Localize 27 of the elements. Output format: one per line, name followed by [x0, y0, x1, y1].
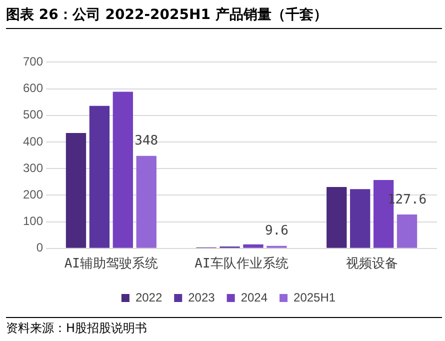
bar	[350, 189, 370, 248]
chart-title: 图表 26：公司 2022-2025H1 产品销量（千套）	[6, 6, 442, 29]
bar	[136, 156, 156, 248]
bar	[66, 132, 86, 248]
y-tick-label: 700	[22, 54, 44, 69]
legend-label: 2025H1	[294, 290, 336, 304]
bar	[326, 186, 347, 248]
x-tick-label: AI辅助驾驶系统	[64, 256, 158, 272]
bar	[89, 106, 110, 248]
bar	[396, 214, 418, 248]
x-tick-label: 视频设备	[346, 256, 398, 272]
data-label: 348	[134, 134, 158, 149]
legend-label: 2024	[240, 290, 268, 304]
legend-label: 2022	[135, 290, 162, 304]
y-tick-label: 400	[22, 134, 44, 148]
data-label: 9.6	[264, 224, 288, 239]
y-tick-label: 100	[22, 214, 44, 228]
bar	[243, 244, 264, 248]
bar	[112, 92, 133, 248]
legend-label: 2023	[188, 290, 216, 304]
y-tick-label: 300	[22, 160, 44, 175]
y-tick-label: 200	[22, 188, 44, 202]
y-tick-label: 0	[36, 240, 44, 255]
y-tick-label: 600	[22, 81, 44, 96]
y-tick-label: 500	[22, 108, 44, 122]
x-tick-label: AI车队作业系统	[194, 256, 288, 272]
text: 资料来源：H股招股说明书	[6, 317, 442, 337]
